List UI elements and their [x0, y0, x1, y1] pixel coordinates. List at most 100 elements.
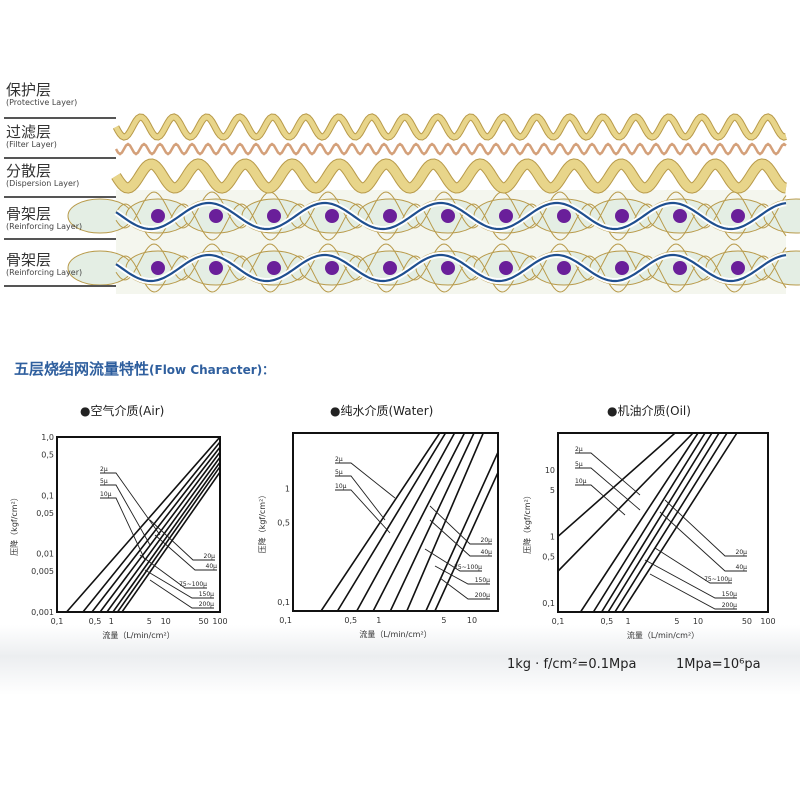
series-label: 150µ [722, 591, 737, 598]
y-tick-label: 0,005 [31, 567, 54, 576]
chart-title-air: ●空气介质(Air) [80, 404, 165, 418]
section-title-cn: 五层烧结网流量特性 [14, 360, 150, 378]
series-label: 5µ [100, 478, 108, 485]
y-axis-label: 压降（kgf/cm²） [522, 491, 532, 554]
x-tick-label: 10 [467, 616, 477, 625]
series-leader-line [100, 484, 151, 546]
series-label: 10µ [100, 491, 112, 498]
reinforcing-layer [67, 190, 800, 242]
series-line-200µ [621, 433, 738, 612]
y-tick-label: 5 [550, 486, 555, 495]
x-tick-label: 1 [109, 617, 114, 626]
y-axis-label: 压降（kgf/cm²） [257, 491, 267, 554]
series-leader-line [154, 534, 217, 571]
layer-name-en: (Protective Layer) [6, 98, 78, 107]
series-leader-line [664, 499, 747, 557]
layer-name-en: (Dispersion Layer) [6, 179, 80, 188]
wire-cross-section-dot [557, 209, 571, 223]
series-label: 2µ [575, 446, 583, 453]
unit-note-2: 1Mpa=10⁶pa [676, 657, 761, 672]
series-line-10µ [356, 433, 456, 611]
layer-name: 骨架层 [6, 205, 52, 223]
series-label: 5µ [335, 469, 343, 476]
y-tick-label: 0,1 [41, 491, 54, 500]
section-title: 五层烧结网流量特性(Flow Character)： [14, 358, 274, 379]
series-lines [558, 433, 738, 612]
x-tick-label: 50 [199, 617, 209, 626]
x-tick-label: 0,5 [601, 617, 614, 626]
series-label: 40µ [206, 563, 218, 570]
layer-name-en: (Reinforcing Layer) [6, 268, 83, 277]
series-line-150µ [116, 466, 220, 612]
divider [4, 238, 116, 240]
series-line-75~100µ [112, 461, 220, 612]
layer-label-filter: 过滤层 (Filter Layer) [6, 124, 57, 149]
y-axis-label: 压降（kgf/cm²） [9, 493, 19, 556]
series-leader-line [575, 452, 641, 496]
series-lines [65, 437, 220, 612]
x-axis-label: 流量（L/min/cm²） [627, 630, 699, 640]
series-label: 200µ [199, 601, 214, 608]
wire-cross-section-dot [151, 209, 165, 223]
series-label: 10µ [335, 483, 347, 490]
series-leader-line [144, 569, 214, 599]
series-label: 75~100µ [454, 564, 482, 571]
x-tick-label: 100 [760, 617, 775, 626]
series-line-20µ [372, 433, 466, 611]
series-label: 200µ [475, 592, 490, 599]
divider [4, 285, 116, 287]
series-leader-line [424, 548, 482, 572]
series-leader-line [429, 505, 492, 545]
series-label: 150µ [199, 591, 214, 598]
unit-note-1: 1kg · f/cm²=0.1Mpa [507, 657, 637, 672]
series-line-75~100µ [607, 433, 720, 612]
x-tick-label: 50 [742, 617, 752, 626]
series-line-5µ [82, 441, 220, 612]
protective-wave [113, 114, 787, 140]
series-leader-line [335, 462, 396, 499]
series-label: 75~100µ [179, 581, 207, 588]
series-line-2µ [558, 433, 676, 538]
y-tick-label: 0,1 [277, 598, 290, 607]
x-tick-label: 1 [625, 617, 630, 626]
x-tick-label: 5 [674, 617, 679, 626]
layer-name-en: (Reinforcing Layer) [6, 222, 83, 231]
series-label: 20µ [204, 553, 216, 560]
series-leader-line [434, 565, 490, 585]
series-leader-line [654, 547, 732, 584]
wire-cross-section-dot [673, 209, 687, 223]
plot-frame [292, 432, 499, 612]
y-tick-label: 0,5 [277, 519, 290, 528]
chart-1: 2µ 5µ 10µ 20µ 40µ 75~100µ 150µ 200µ 0,1 0,5 1 5 10 1 0… [257, 432, 499, 639]
reinforcing-layer [67, 242, 800, 294]
series-leader-line [100, 472, 161, 536]
series-label: 75~100µ [704, 576, 732, 583]
wire-cross-section-dot [731, 261, 745, 275]
x-tick-label: 10 [161, 617, 171, 626]
series-line-20µ [99, 451, 220, 612]
chart-title-oil: ●机油介质(Oil) [607, 404, 691, 418]
x-tick-label: 10 [693, 617, 703, 626]
wire-cross-section-dot [441, 209, 455, 223]
chart-title-water: ●纯水介质(Water) [330, 404, 434, 418]
x-tick-label: 5 [441, 616, 446, 625]
y-tick-label: 1,0 [41, 433, 54, 442]
layer-name: 保护层 [6, 81, 52, 99]
series-leader-line [429, 519, 492, 557]
blue-wire [115, 253, 787, 283]
y-tick-label: 1 [550, 532, 555, 541]
layer-label-dispersion: 分散层 (Dispersion Layer) [6, 163, 79, 188]
wire-cross-section-dot [325, 261, 339, 275]
divider [4, 157, 116, 159]
x-tick-label: 0,1 [279, 616, 292, 625]
divider [4, 117, 116, 119]
series-leader-line [100, 497, 146, 561]
series-label: 20µ [481, 537, 493, 544]
series-label: 20µ [736, 549, 748, 556]
series-line-200µ [434, 472, 498, 611]
x-tick-label: 0,5 [89, 617, 102, 626]
layer-label-protective: 保护层 (Protective Layer) [6, 82, 77, 107]
